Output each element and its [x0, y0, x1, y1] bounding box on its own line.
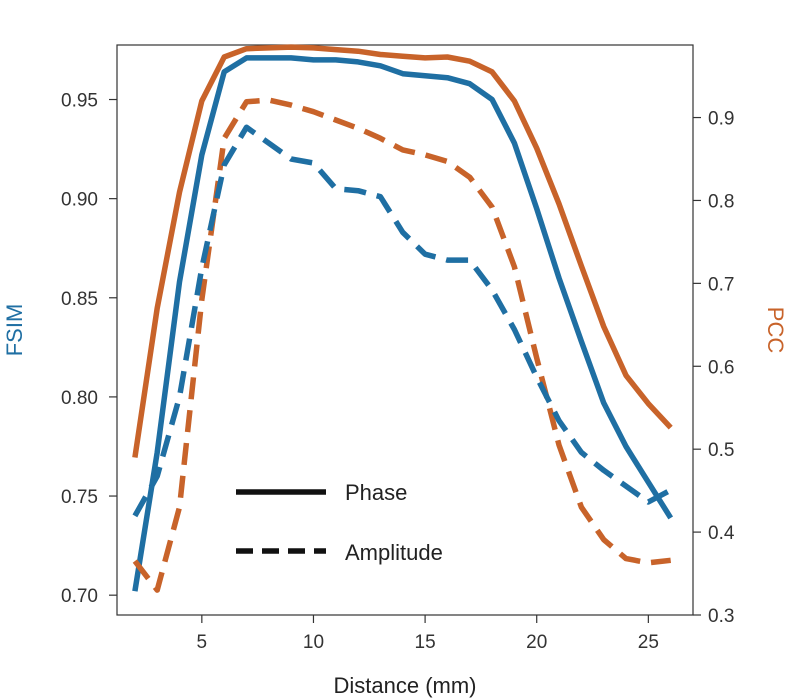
x-tick-label: 20	[526, 632, 547, 653]
x-tick-label: 25	[638, 632, 659, 653]
left-y-tick-label: 0.80	[61, 388, 98, 409]
series-line-pcc-amplitude	[132, 97, 672, 593]
left-y-tick-label: 0.75	[61, 487, 98, 508]
series-line-pcc-phase	[132, 44, 673, 458]
left-y-tick-label: 0.85	[61, 289, 98, 310]
legend-label-phase: Phase	[345, 480, 407, 505]
right-y-axis-ticks: 0.3 0.4 0.5 0.6 0.7 0.8 0.9	[693, 109, 735, 627]
series-layer	[132, 44, 674, 593]
legend: Phase Amplitude	[236, 480, 443, 565]
left-y-axis-ticks: 0.70 0.75 0.80 0.85 0.90 0.95	[61, 91, 117, 607]
right-y-tick-label: 0.4	[708, 523, 735, 544]
right-y-tick-label: 0.8	[708, 191, 734, 212]
series-line-fsim-amplitude	[132, 124, 672, 518]
left-y-axis-title: FSIM	[2, 304, 27, 357]
right-y-tick-label: 0.6	[708, 357, 734, 378]
left-y-tick-label: 0.70	[61, 586, 98, 607]
legend-label-amplitude: Amplitude	[345, 540, 443, 565]
series-line-fsim-phase	[132, 55, 674, 592]
plot-frame	[116, 44, 694, 616]
x-axis-title: Distance (mm)	[333, 673, 476, 698]
right-y-axis-title: PCC	[763, 307, 788, 354]
left-y-tick-label: 0.95	[61, 91, 98, 112]
x-tick-label: 15	[415, 632, 436, 653]
x-tick-label: 10	[303, 632, 324, 653]
x-tick-label: 5	[197, 632, 208, 653]
x-axis-ticks: 5 10 15 20 25	[197, 615, 659, 653]
left-y-tick-label: 0.90	[61, 190, 98, 211]
right-y-tick-label: 0.5	[708, 440, 734, 461]
right-y-tick-label: 0.3	[708, 606, 734, 627]
right-y-tick-label: 0.9	[708, 109, 734, 130]
right-y-tick-label: 0.7	[708, 274, 734, 295]
